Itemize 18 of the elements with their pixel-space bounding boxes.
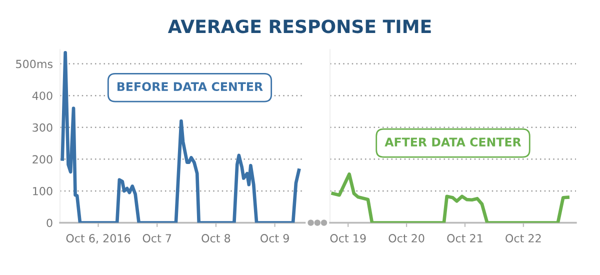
y-tick-label: 100 <box>33 186 52 196</box>
x-tick-label: Oct 20 <box>388 234 424 242</box>
x-tick-label: Oct 19 <box>330 234 366 242</box>
y-tick-label: 200 <box>32 155 52 164</box>
y-tick-label: 500ms <box>16 60 53 68</box>
x-tick-label: Oct 8 <box>202 234 230 242</box>
text: BEFORE DATA CENTER <box>118 82 263 92</box>
x-tick-label: Oct 22 <box>506 234 541 242</box>
y-tick-label: 300 <box>32 123 52 132</box>
text: AFTER DATA CENTER <box>384 138 522 146</box>
y-tick-label: 0 <box>46 218 52 228</box>
y-tick-label: 400 <box>32 92 52 100</box>
x-tick-label: Oct 7 <box>142 234 172 242</box>
x-tick-label: Oct 9 <box>260 234 289 242</box>
x-tick-label: Oct 21 <box>447 234 482 242</box>
line-series <box>60 51 301 223</box>
chart-title: AVERAGE RESPONSE TIME <box>168 20 431 34</box>
x-tick-label: Oct 6, 2016 <box>66 234 130 244</box>
